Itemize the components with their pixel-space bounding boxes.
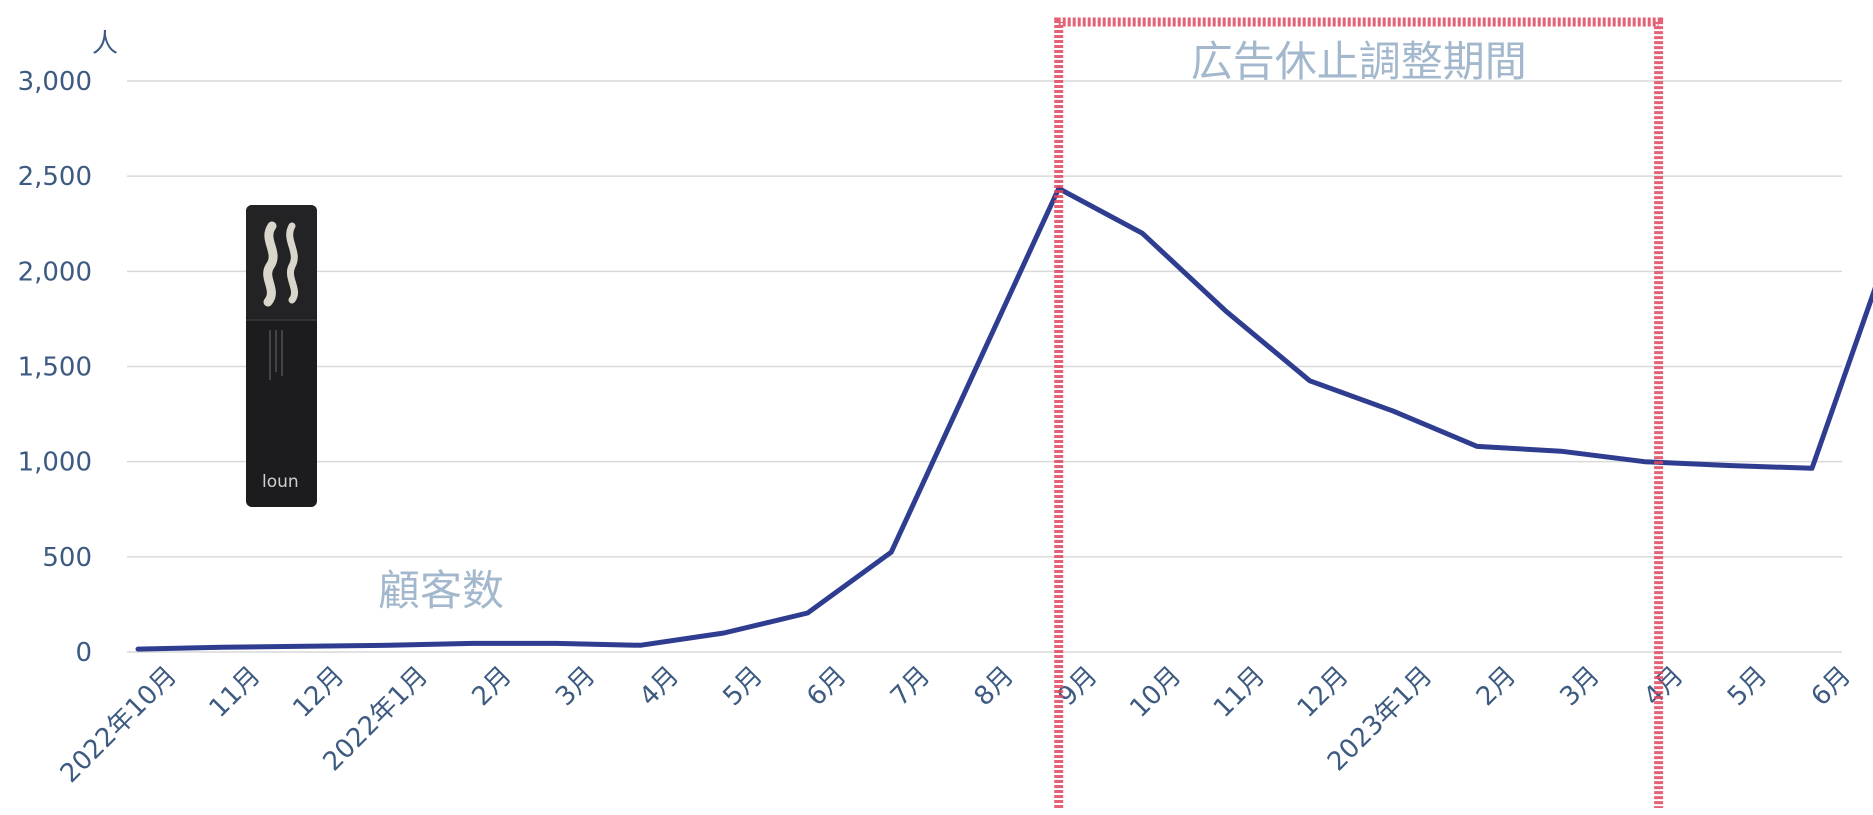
product-bottle-icon: loun: [246, 205, 317, 507]
y-tick-label: 0: [75, 638, 92, 668]
gridlines: [127, 80, 1842, 653]
x-tick-label: 10月: [1124, 661, 1187, 724]
x-tick-label: 11月: [1208, 661, 1271, 724]
series-label: 顧客数: [378, 566, 504, 615]
x-tick-label: 6月: [1806, 661, 1857, 712]
series-layer: [135, 186, 1873, 652]
y-axis-ticks: 0 500 1,000 1,500 2,000 2,500 3,000: [18, 67, 92, 668]
x-tick-label: 8月: [969, 661, 1020, 712]
y-axis-unit: 人: [92, 29, 118, 59]
ad-pause-highlight: [1054, 17, 1664, 808]
y-tick-label: 1,500: [18, 353, 92, 383]
x-tick-label: 2022年10月: [55, 661, 183, 789]
x-tick-label: 12月: [287, 661, 350, 724]
x-tick-label: 7月: [885, 661, 936, 712]
x-tick-label: 5月: [1722, 661, 1773, 712]
x-tick-label: 3月: [550, 661, 601, 712]
x-tick-label: 12月: [1292, 661, 1355, 724]
y-tick-label: 500: [42, 543, 92, 573]
x-tick-label: 2月: [466, 661, 517, 712]
y-tick-label: 2,000: [18, 257, 92, 287]
product-brand-text: loun: [262, 472, 299, 492]
ad-pause-label: 広告休止調整期間: [1191, 37, 1527, 86]
highlight-frame: [1054, 17, 1664, 808]
x-tick-label: 4月: [1638, 661, 1689, 712]
y-tick-label: 2,500: [18, 162, 92, 192]
series-line-customers: [135, 186, 1873, 652]
x-tick-label: 11月: [204, 661, 267, 724]
x-tick-label: 2月: [1471, 661, 1522, 712]
x-tick-label: 6月: [801, 661, 852, 712]
y-tick-label: 1,000: [18, 448, 92, 478]
y-tick-label: 3,000: [18, 67, 92, 97]
x-tick-label: 4月: [634, 661, 685, 712]
x-tick-label: 5月: [718, 661, 769, 712]
x-tick-label: 3月: [1555, 661, 1606, 712]
